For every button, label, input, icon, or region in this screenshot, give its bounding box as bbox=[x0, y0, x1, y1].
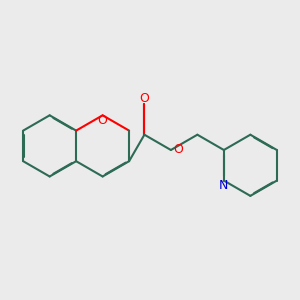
Text: O: O bbox=[173, 143, 183, 157]
Text: O: O bbox=[98, 114, 108, 127]
Text: N: N bbox=[219, 179, 229, 192]
Text: O: O bbox=[140, 92, 149, 105]
